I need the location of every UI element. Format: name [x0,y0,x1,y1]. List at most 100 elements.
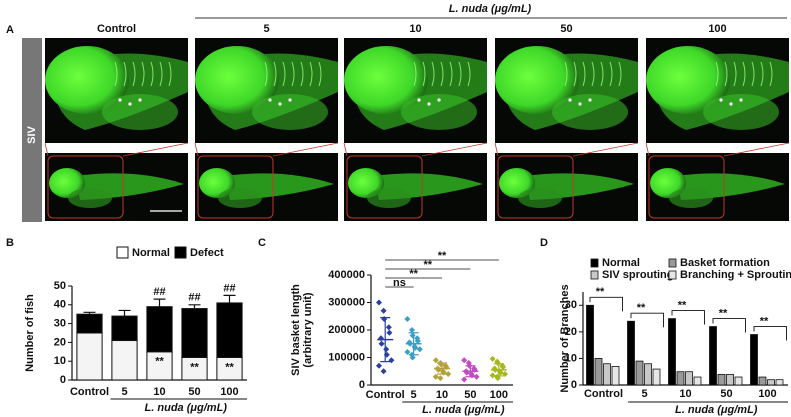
fish-head [495,46,579,114]
fish-whole [495,153,638,221]
vessel [440,61,444,87]
x-tick-label: 50 [464,389,476,401]
bar [734,376,743,386]
column-header: 10 [409,23,421,35]
data-point [500,364,506,371]
panel-label: D [540,237,548,249]
comparison-label: ns [393,277,406,289]
marker-dot [427,102,431,106]
marker-dot [268,98,272,102]
data-point [386,329,393,336]
vessel [751,61,755,87]
comparison-label: ** [424,259,433,271]
x-tick-label: 50 [188,386,200,398]
bar [685,371,693,386]
zoom-box [346,155,423,219]
data-point [489,372,496,379]
vessel [618,61,622,87]
x-tick-label: 5 [641,388,647,400]
significance-mark: ** [637,302,646,314]
zoom-line [272,142,339,157]
legend-label: Branching + Sprouting [680,269,791,281]
bar [726,373,734,386]
column-header: Control [97,23,136,35]
vessel [168,61,172,87]
data-point [409,327,415,333]
vessel [309,61,313,87]
bar-segment [76,313,103,334]
bar [611,365,620,386]
zoom-line [343,142,348,157]
fish-yolk [401,94,477,130]
marker-dot [278,102,282,106]
bar [750,334,758,386]
fish-head [45,46,129,114]
legend-swatch [590,270,599,280]
vessel [742,61,746,87]
x-tick-label: 50 [720,388,732,400]
fish-yolk [367,188,411,208]
marker-dot [588,98,592,102]
x-axis-label: L. nuda (μg/mL) [145,402,228,414]
legend-swatch [668,270,677,280]
data-point [432,357,439,364]
bar [627,320,635,386]
significance-bracket [589,296,623,312]
vessel [467,61,471,87]
y-tick-label: 0 [60,374,66,386]
bar-segment [216,302,243,358]
marker-dot [739,98,743,102]
bar-segment [76,332,103,381]
marker-dot [288,98,292,102]
zoom-line [494,142,499,157]
bar-segment [111,315,138,342]
significance-mark: ## [188,292,200,304]
zoom-line [645,142,650,157]
fish-head [344,46,428,114]
y-tick-label: 30 [565,299,577,311]
bar-segment [181,308,208,358]
vessel [123,61,127,87]
bar [709,326,717,386]
significance-mark: ** [190,361,199,373]
vessel [282,61,286,87]
data-point [437,375,444,382]
sd-whisker [437,362,447,375]
fish-head [646,46,730,114]
y-tick-label: 0 [359,379,365,391]
legend-label: Normal [602,257,640,269]
vessel [291,61,295,87]
zoom-box [47,155,124,219]
data-point [445,371,452,377]
data-point [461,376,468,383]
x-tick-label: 100 [490,389,508,401]
fish-yolk [518,188,562,208]
vessel [733,61,737,87]
data-point [380,307,387,314]
vessel [582,61,586,87]
significance-mark: ** [760,315,769,327]
fish-yolk [102,94,178,130]
x-axis-label: L. nuda (μg/mL) [675,404,758,416]
vessel [715,61,719,87]
panel-label: C [258,237,266,249]
legend-label: Defect [190,247,224,259]
legend-swatch [116,246,129,259]
y-tick-label: 0 [571,379,577,391]
x-tick-label: 5 [411,389,417,401]
error-bar [118,309,131,317]
vessel [114,61,118,87]
x-tick-label: 100 [758,388,776,400]
sd-whisker [493,363,504,377]
data-point [489,355,496,362]
fish-yolk [703,94,779,130]
vessel [300,61,304,87]
y-tick-label: 30 [54,318,66,330]
y-axis-label: (arbitrary unit) [302,292,314,368]
vessel [724,61,728,87]
zoom-line [122,142,189,157]
vessel [449,61,453,87]
vessel [318,61,322,87]
marker-dot [118,98,122,102]
